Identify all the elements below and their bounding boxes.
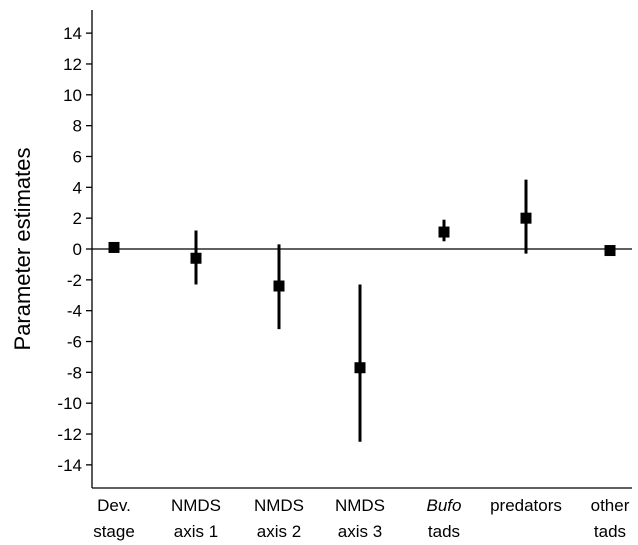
- category-label-line1: predators: [490, 496, 562, 515]
- estimate-point: [273, 280, 285, 292]
- y-tick-label: 10: [63, 86, 82, 105]
- category-label-line2: axis 3: [338, 522, 382, 541]
- category-label-line1: NMDS: [254, 496, 304, 515]
- category-labels: Dev. stage NMDS axis 1 NMDS axis 2 NMDS axis 3 B…: [93, 496, 630, 541]
- estimate-point: [190, 252, 202, 264]
- category-label-line2: tads: [594, 522, 626, 541]
- estimate-point: [604, 245, 616, 257]
- y-tick-label: 6: [73, 147, 82, 166]
- y-tick-label: -2: [67, 271, 82, 290]
- y-tick-label: -12: [57, 425, 82, 444]
- estimate-point: [438, 226, 450, 238]
- category-label-line2: axis 2: [257, 522, 301, 541]
- y-tick-label: -8: [67, 363, 82, 382]
- y-tick-label: 4: [73, 178, 82, 197]
- y-tick-label: 2: [73, 209, 82, 228]
- y-tick-label: 8: [73, 117, 82, 136]
- estimate-point: [520, 212, 532, 224]
- y-tick-label: -10: [57, 394, 82, 413]
- estimate-point: [108, 241, 120, 253]
- category-label-line2: axis 1: [174, 522, 218, 541]
- y-axis-label: Parameter estimates: [10, 148, 35, 351]
- y-tick-label: -14: [57, 456, 82, 475]
- category-label-line2: tads: [428, 522, 460, 541]
- category-label-line1: Bufo: [427, 496, 462, 515]
- category-label-line1: NMDS: [335, 496, 385, 515]
- category-label-line1: Dev.: [97, 496, 131, 515]
- y-tick-label: 0: [73, 240, 82, 259]
- category-label-line1: NMDS: [171, 496, 221, 515]
- y-tick-label: -6: [67, 333, 82, 352]
- y-tick-label: -4: [67, 302, 82, 321]
- estimate-point: [354, 362, 366, 374]
- y-tick-label: 12: [63, 55, 82, 74]
- y-axis: 14 12 10 8 6 4 2 0 -2 -4 -6 -8 -10 -12 -14: [57, 10, 93, 488]
- estimate-points: [108, 212, 616, 374]
- category-label-line1: other: [591, 496, 630, 515]
- error-bars: [194, 179, 528, 442]
- y-tick-label: 14: [63, 24, 82, 43]
- category-label-line2: stage: [93, 522, 135, 541]
